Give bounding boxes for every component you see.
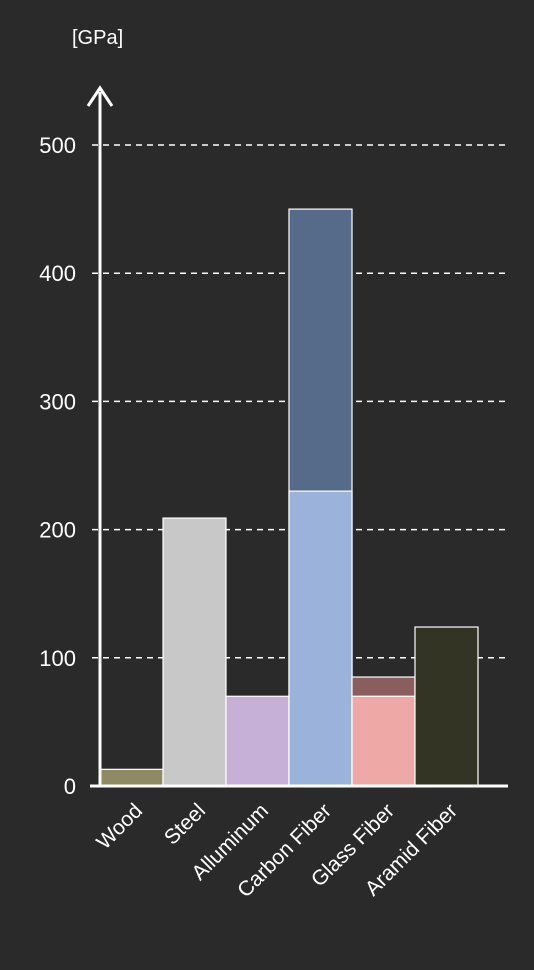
axes xyxy=(86,85,508,788)
bar-glass-fiber-segment xyxy=(351,695,416,787)
y-tick-label: 200 xyxy=(39,518,76,543)
x-category-label: Steel xyxy=(160,799,210,849)
bar-aramid-fiber-segment xyxy=(414,626,479,787)
bar-wood-segment xyxy=(99,768,164,787)
y-axis-arrowhead xyxy=(86,85,114,107)
y-tick-label: 500 xyxy=(39,133,76,158)
y-tick-label: 400 xyxy=(39,261,76,286)
y-tick-label: 300 xyxy=(39,389,76,414)
x-category-label: Wood xyxy=(92,799,147,854)
bars xyxy=(99,208,479,787)
y-tick-labels: 0 100 200 300 400 500 xyxy=(39,133,76,799)
bar-steel-segment xyxy=(162,517,227,787)
y-axis-unit-label: [GPa] xyxy=(72,27,123,49)
y-tick-label: 0 xyxy=(64,774,76,799)
bar-alluminum-segment xyxy=(225,695,290,787)
bar-carbon-fiber-segment xyxy=(288,490,353,787)
y-tick-label: 100 xyxy=(39,646,76,671)
